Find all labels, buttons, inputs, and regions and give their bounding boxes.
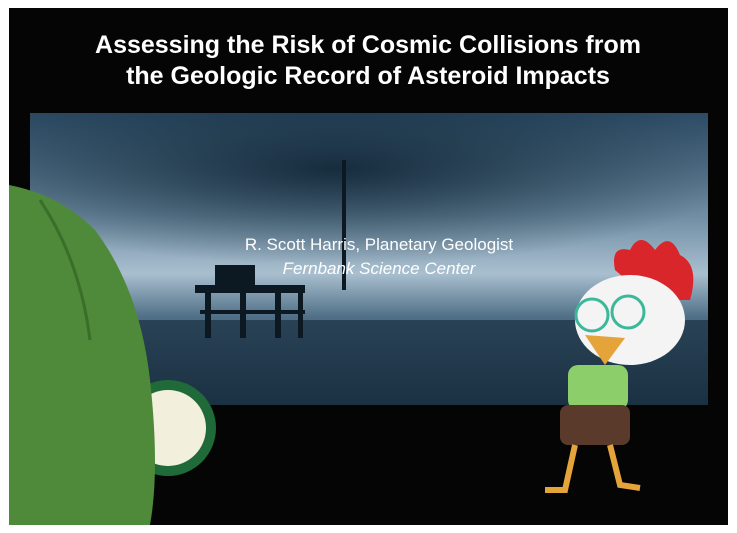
slide-title: the Geologic Record of Asteroid Impacts xyxy=(126,62,610,90)
affiliation: Fernbank Science Center xyxy=(283,259,477,278)
slide-title: Assessing the Risk of Cosmic Collisions … xyxy=(95,31,641,59)
photo: Assessing the Risk of Cosmic Collisions … xyxy=(0,0,737,533)
page: Assessing the Risk of Cosmic Collisions … xyxy=(0,0,737,533)
speaker: R. Scott Harris, Planetary Geologist xyxy=(245,235,514,254)
